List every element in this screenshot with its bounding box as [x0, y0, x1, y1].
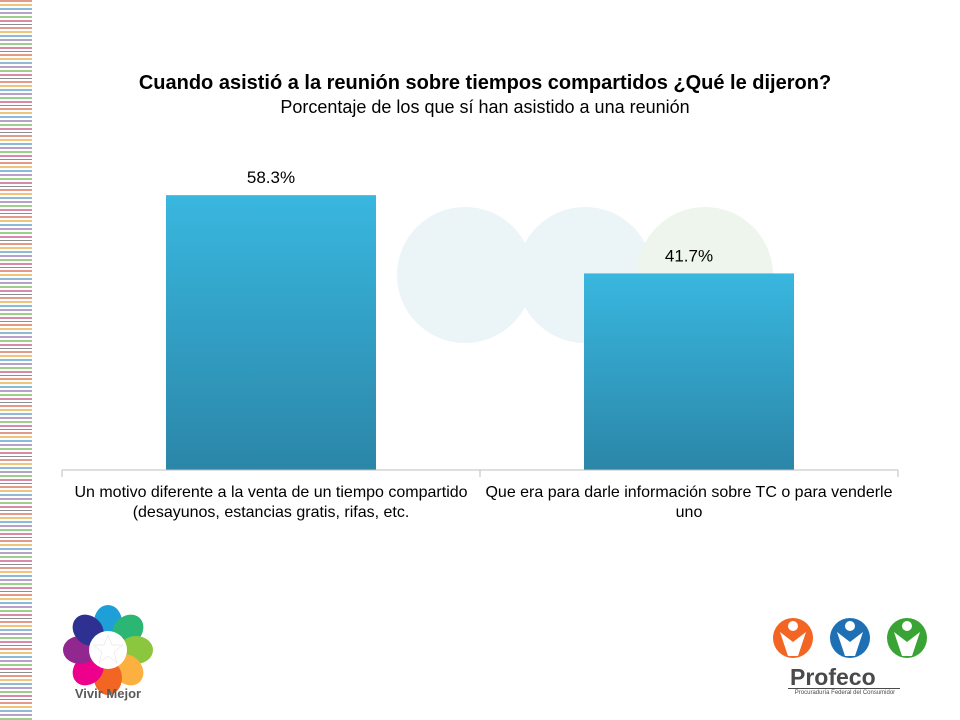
profeco-logo-icon	[773, 618, 927, 658]
category-label-2: Que era para darle información sobre TC …	[485, 484, 893, 521]
vivir-mejor-logo-icon	[63, 605, 153, 695]
bar-2	[584, 273, 794, 470]
chart-subtitle: Porcentaje de los que sí han asistido a …	[280, 97, 690, 117]
bar-value-label-1: 58.3%	[247, 168, 295, 187]
chart-title: Cuando asistió a la reunión sobre tiempo…	[138, 72, 832, 94]
decorative-stripe-border	[0, 0, 32, 720]
profeco-logo-divider	[788, 688, 900, 689]
profeco-logo-subtext: Procuraduría Federal del Consumidor	[794, 690, 896, 696]
category-label-1: Un motivo diferente a la venta de un tie…	[74, 484, 468, 521]
vivir-mejor-logo-text: Vivir Mejor	[74, 686, 142, 701]
bar-value-label-2: 41.7%	[665, 246, 713, 265]
bar-1	[166, 195, 376, 470]
profeco-logo-text: Profeco	[790, 664, 876, 690]
